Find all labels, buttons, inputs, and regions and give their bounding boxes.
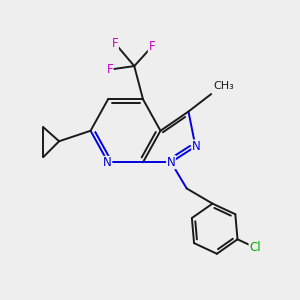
Text: N: N — [192, 140, 200, 153]
Text: Cl: Cl — [249, 241, 261, 254]
Text: CH₃: CH₃ — [213, 81, 234, 91]
Text: F: F — [106, 63, 113, 76]
Text: N: N — [167, 156, 176, 169]
Text: N: N — [103, 156, 112, 170]
Text: F: F — [112, 37, 118, 50]
Text: F: F — [148, 40, 155, 53]
